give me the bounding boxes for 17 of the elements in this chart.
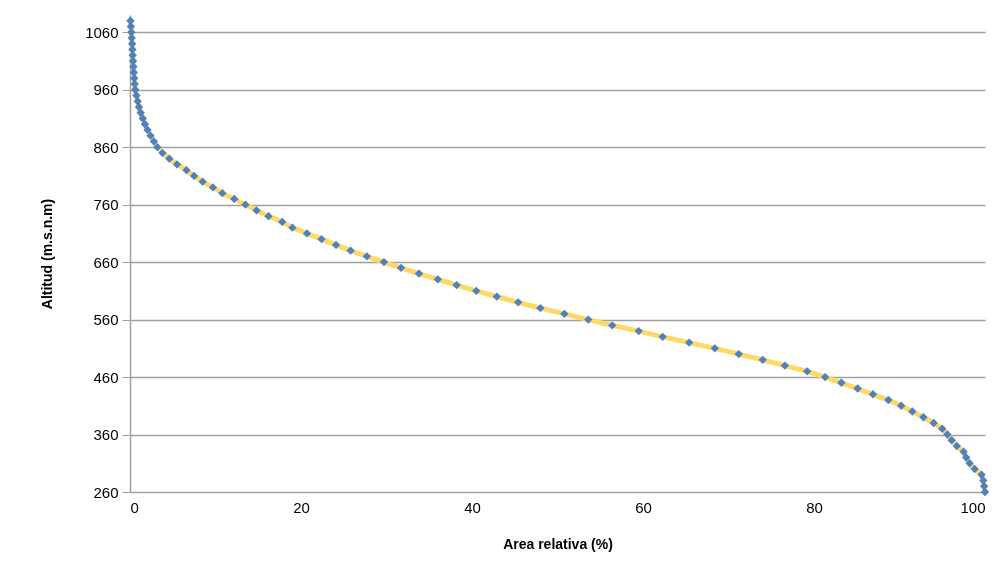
x-tick-label: 0 xyxy=(130,498,139,516)
y-tick-label: 460 xyxy=(93,368,119,386)
y-tick-label: 560 xyxy=(93,311,119,329)
y-tick-label: 360 xyxy=(93,426,119,444)
y-axis-title: Altitud (m.s.n.m) xyxy=(39,198,56,310)
x-tick-label: 40 xyxy=(464,498,481,516)
y-tick-label: 860 xyxy=(93,138,119,156)
y-tick-label: 760 xyxy=(93,196,119,214)
y-tick-label: 260 xyxy=(93,483,119,501)
x-tick-label: 60 xyxy=(635,498,652,516)
x-axis-title: Area relativa (%) xyxy=(503,535,613,552)
x-tick-label: 20 xyxy=(293,498,310,516)
y-tick-label: 1060 xyxy=(85,23,119,41)
x-tick-label: 100 xyxy=(960,498,986,516)
y-tick-label: 660 xyxy=(93,253,119,271)
y-tick-label: 960 xyxy=(93,81,119,99)
x-tick-label: 80 xyxy=(806,498,823,516)
